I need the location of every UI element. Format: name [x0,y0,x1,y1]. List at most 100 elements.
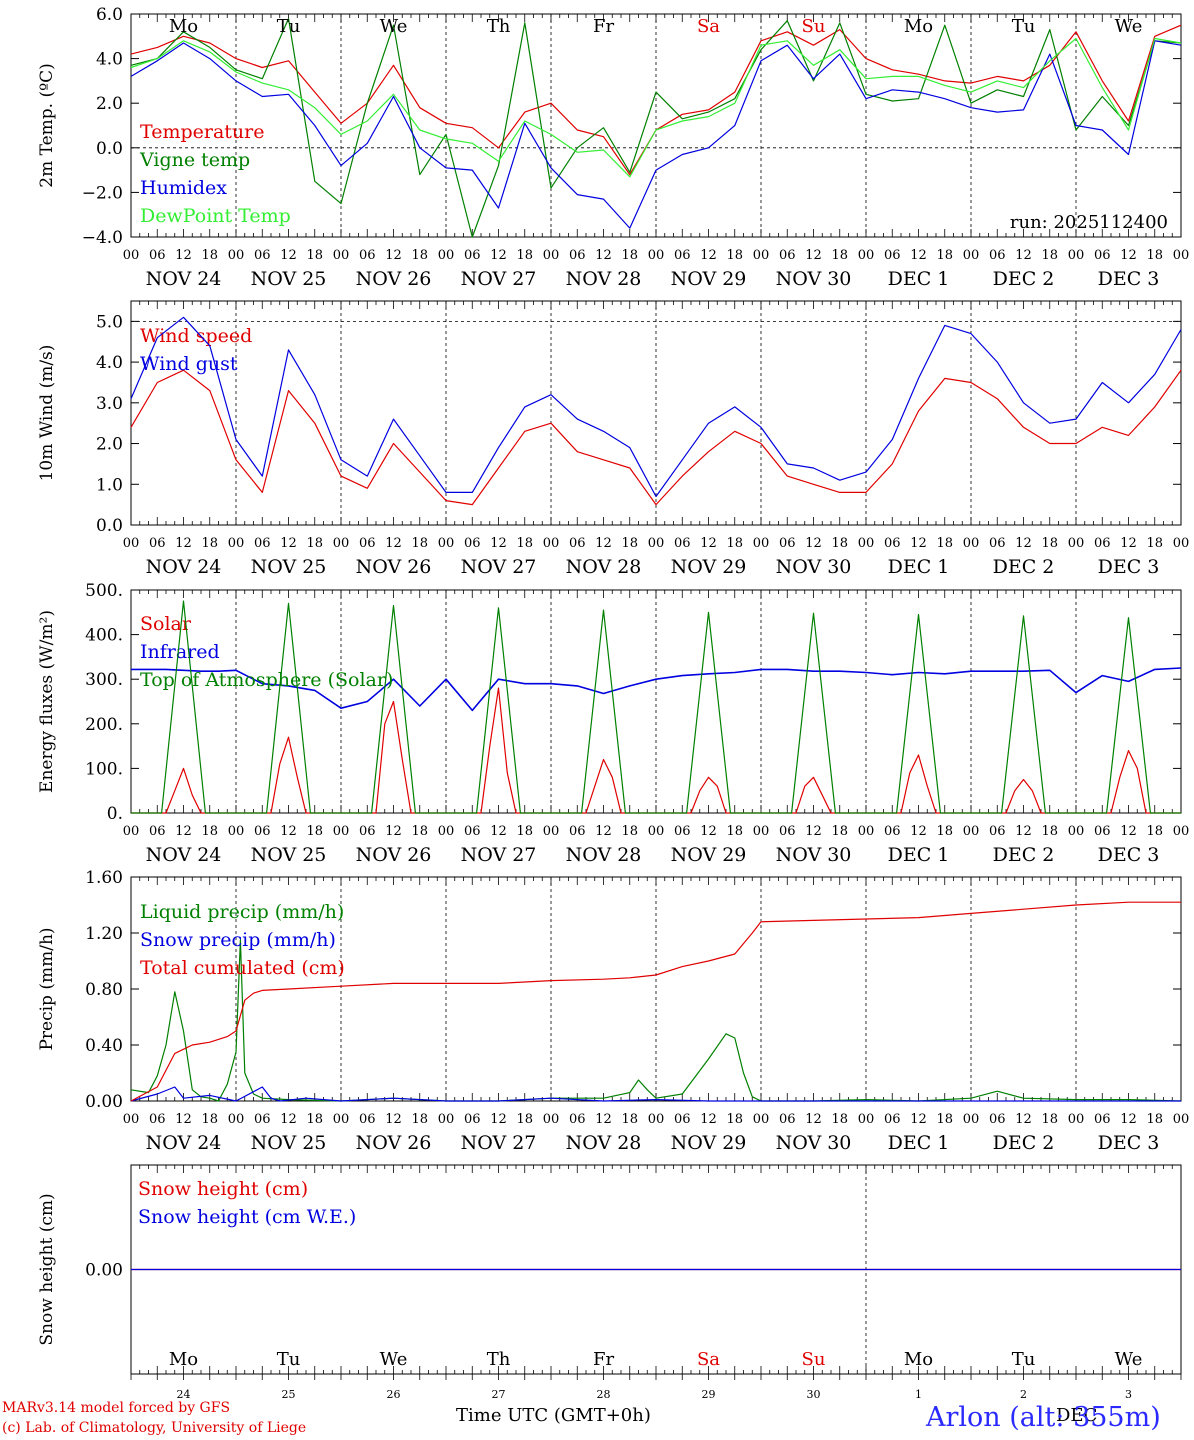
y-tick-label: 500. [85,581,123,601]
weekday-label: Tu [277,16,301,37]
date-label: NOV 30 [776,844,852,866]
y-tick-label: 3.0 [96,394,123,414]
hour-label: 06 [989,1112,1006,1127]
hour-label: 18 [1041,248,1058,263]
legend-entry: Infrared [140,641,220,663]
date-label: DEC 2 [993,844,1055,866]
date-label: DEC 3 [1098,556,1160,578]
hour-label: 12 [385,536,402,551]
hour-label: 00 [963,1112,980,1127]
hour-label: 12 [805,824,822,839]
date-label: DEC 2 [993,268,1055,290]
date-label: NOV 27 [461,556,537,578]
legend-entry: Wind speed [140,325,252,347]
hour-label: 18 [516,1112,533,1127]
date-label: NOV 29 [671,556,747,578]
hour-label: 06 [569,536,586,551]
y-tick-label: 0.80 [85,980,123,1000]
hour-label: 00 [1068,824,1085,839]
hour-label: 00 [753,248,770,263]
hour-label: 12 [700,824,717,839]
date-label: NOV 27 [461,1132,537,1154]
date-label: NOV 27 [461,844,537,866]
hour-label: 18 [201,824,218,839]
day-number: 2 [1020,1388,1027,1401]
hour-label: 00 [438,536,455,551]
hour-label: 06 [464,536,481,551]
hour-label: 06 [254,824,271,839]
hour-label: 06 [359,248,376,263]
hour-label: 18 [411,248,428,263]
day-number: 29 [702,1388,716,1401]
day-number: 3 [1125,1388,1132,1401]
y-axis-label: 10m Wind (m/s) [37,345,57,482]
lab-credit: (c) Lab. of Climatology, University of L… [2,1420,307,1436]
legend-entry: DewPoint Temp [140,205,291,227]
date-label: DEC 3 [1098,844,1160,866]
hour-label: 00 [543,536,560,551]
hour-label: 06 [1094,536,1111,551]
hour-label: 12 [910,1112,927,1127]
hour-label: 18 [936,824,953,839]
hour-label: 06 [464,248,481,263]
hour-label: 12 [385,1112,402,1127]
hour-label: 06 [254,1112,271,1127]
weekday-label: Th [487,1349,511,1370]
hour-label: 00 [333,824,350,839]
weekday-label: Su [802,1349,826,1370]
hour-label: 18 [201,248,218,263]
hour-label: 06 [359,1112,376,1127]
hour-label: 06 [779,248,796,263]
hour-label: 00 [333,248,350,263]
series-line-infrared [131,667,1182,712]
hour-label: 18 [1146,536,1163,551]
hour-label: 12 [280,536,297,551]
y-tick-label: 1.0 [96,475,123,495]
weekday-label: We [1115,16,1143,37]
hour-label: 18 [621,536,638,551]
station-name: Arlon (alt: 355m) [926,1402,1161,1433]
hour-label: 06 [779,536,796,551]
date-label: NOV 29 [671,1132,747,1154]
hour-label: 06 [254,248,271,263]
weekday-label: Mo [169,1349,198,1370]
plot-frame [130,13,1182,238]
hour-label: 12 [280,248,297,263]
hour-label: 18 [726,536,743,551]
hour-label: 18 [831,536,848,551]
hour-label: 18 [726,824,743,839]
date-label: NOV 30 [776,1132,852,1154]
hour-label: 06 [569,824,586,839]
date-label: NOV 27 [461,268,537,290]
date-label: NOV 26 [356,844,432,866]
hour-label: 18 [201,536,218,551]
hour-label: 00 [123,1112,140,1127]
hour-label: 18 [936,1112,953,1127]
hour-label: 00 [438,248,455,263]
hour-label: 00 [963,248,980,263]
hour-label: 00 [753,1112,770,1127]
hour-label: 06 [149,536,166,551]
hour-label: 00 [1173,824,1190,839]
hour-label: 18 [621,824,638,839]
weekday-label: Mo [169,16,198,37]
hour-label: 06 [1094,824,1111,839]
hour-label: 12 [1120,824,1137,839]
hour-label: 18 [936,248,953,263]
series-line-wind-speed [130,369,1182,506]
y-tick-label: 4.0 [96,50,123,70]
y-tick-label: 0.40 [85,1036,123,1056]
weekday-label: Sa [697,1349,720,1370]
y-tick-label: 400. [85,626,123,646]
hour-label: 18 [516,824,533,839]
hour-label: 18 [621,1112,638,1127]
hour-label: 06 [989,248,1006,263]
date-label: NOV 26 [356,268,432,290]
date-label: NOV 28 [566,556,642,578]
legend-entry: Snow precip (mm/h) [140,929,336,951]
y-axis-label: Energy fluxes (W/m²) [37,610,57,793]
hour-label: 00 [963,536,980,551]
hour-label: 06 [884,824,901,839]
hour-label: 12 [490,536,507,551]
